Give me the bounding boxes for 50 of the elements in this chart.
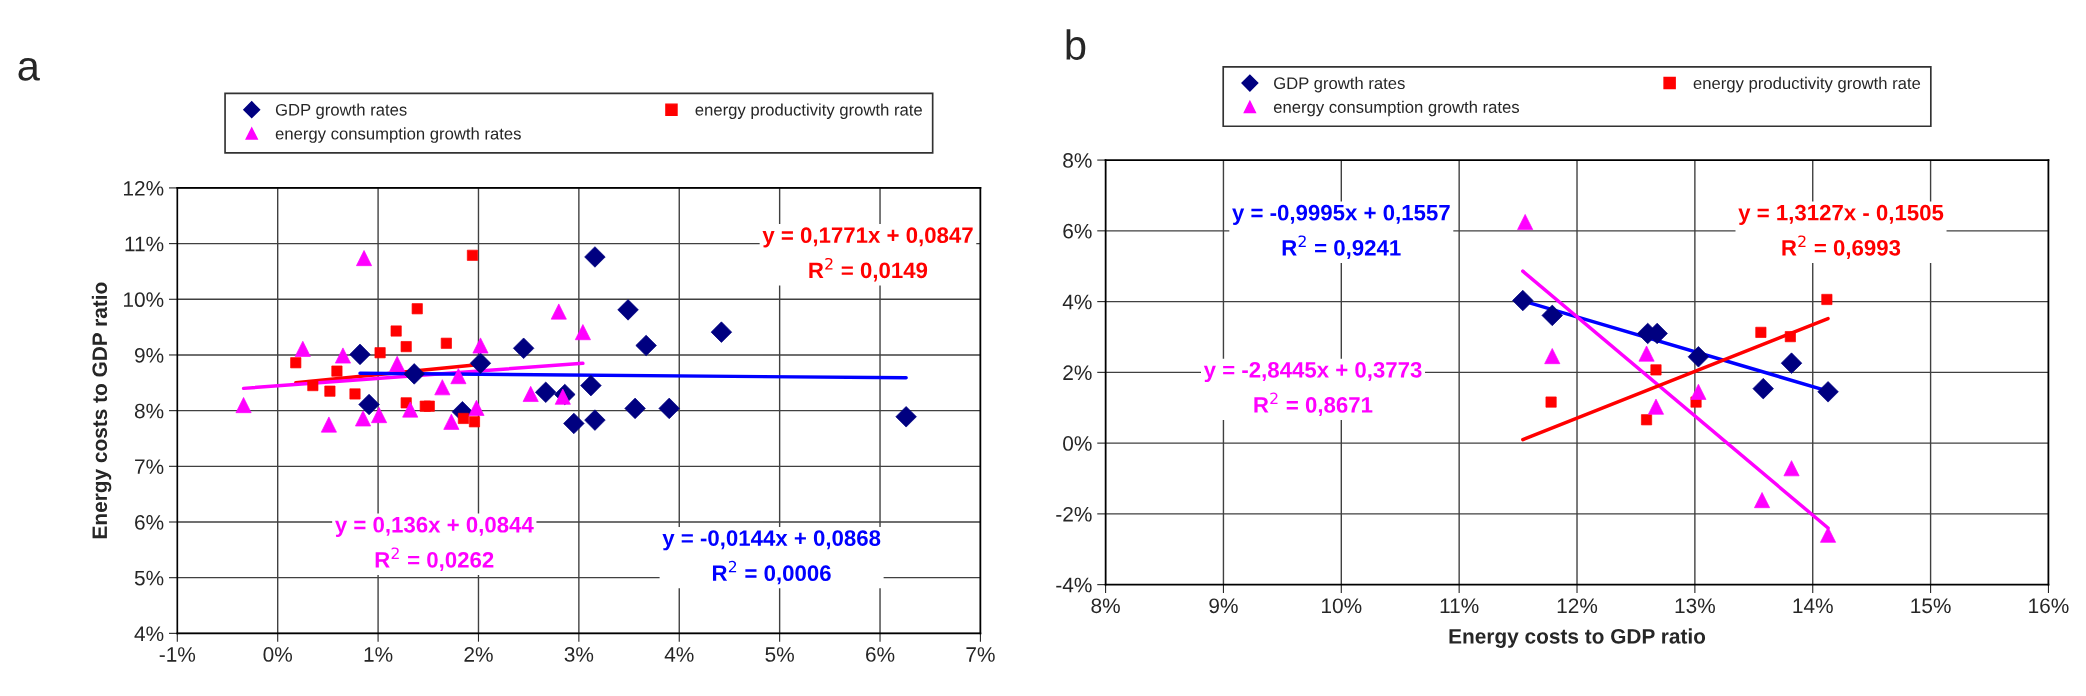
y-tick-label: 7% (135, 459, 164, 474)
annotation: y = 1,3127x - 0,1505 R$^{2}$ = 0,6993 (1738, 204, 1944, 259)
x-tick-label: 12% (1557, 598, 1598, 614)
y-tick-label: 4% (134, 626, 164, 642)
x-tick-label: 13% (1675, 598, 1715, 614)
x-tick-label: 15% (1911, 598, 1951, 614)
x-tick-label: 14% (1793, 598, 1833, 614)
y-tick-label: 4% (1062, 294, 1092, 310)
y-tick-label: 9% (134, 347, 164, 363)
x-tick-label: 5% (765, 647, 794, 662)
x-tick-label: 9% (1209, 598, 1238, 614)
y-tick-label: -4% (1056, 577, 1092, 593)
chart-title: b (1066, 29, 1086, 60)
y-tick-label: 5% (134, 570, 164, 586)
y-tick-label: 0% (1063, 436, 1092, 451)
y-tick-label: 8% (134, 403, 164, 419)
y-tick-label: 10% (124, 292, 164, 308)
annotation: y = -0,9995x + 0,1557 R$^{2}$ = 0,9241 (1232, 204, 1450, 259)
legend-label: GDP growth rates (1274, 76, 1405, 93)
x-tick-label: 1% (364, 647, 393, 662)
annotation: y = 0,136x + 0,0844 R$^{2}$ = 0,0262 (335, 516, 534, 571)
x-tick-label: 4% (664, 647, 694, 662)
legend-label: GDP growth rates (275, 103, 407, 119)
x-tick-label: 11% (1440, 598, 1479, 614)
y-axis-title: Energy costs to GDP ratio (91, 282, 112, 539)
x-tick-label: 0% (263, 647, 293, 662)
legend-label: energy productivity growth rate (1693, 76, 1921, 93)
y-tick-label: 6% (1063, 223, 1092, 239)
chart-title: a (18, 57, 40, 81)
x-tick-label: 7% (966, 647, 995, 662)
legend-label: energy consumption growth rates (1273, 100, 1520, 117)
legend-label: energy consumption growth rates (275, 127, 521, 143)
annotation: y = 0,1771x + 0,0847 R$^{2}$ = 0,0149 (762, 227, 973, 282)
y-tick-label: 2% (1063, 365, 1092, 381)
x-tick-label: 2% (464, 647, 493, 662)
y-tick-label: 8% (1063, 153, 1092, 168)
y-tick-label: -2% (1056, 506, 1092, 522)
x-tick-label: 3% (564, 647, 594, 662)
x-axis-title: Energy costs to GDP ratio (1449, 628, 1706, 648)
x-tick-label: 6% (866, 647, 895, 662)
legend-label: energy productivity growth rate (695, 103, 922, 119)
annotation: y = -2,8445x + 0,3773 R$^{2}$ = 0,8671 (1203, 361, 1422, 416)
x-tick-label: -1% (159, 647, 196, 662)
y-tick-label: 6% (135, 515, 164, 530)
x-tick-label: 8% (1091, 598, 1120, 614)
x-tick-label: 10% (1322, 598, 1362, 614)
annotation: y = -0,0144x + 0,0868 R$^{2}$ = 0,0006 (662, 530, 881, 585)
y-tick-label: 11% (125, 236, 164, 252)
y-tick-label: 12% (124, 180, 164, 196)
x-tick-label: 16% (2029, 598, 2069, 614)
